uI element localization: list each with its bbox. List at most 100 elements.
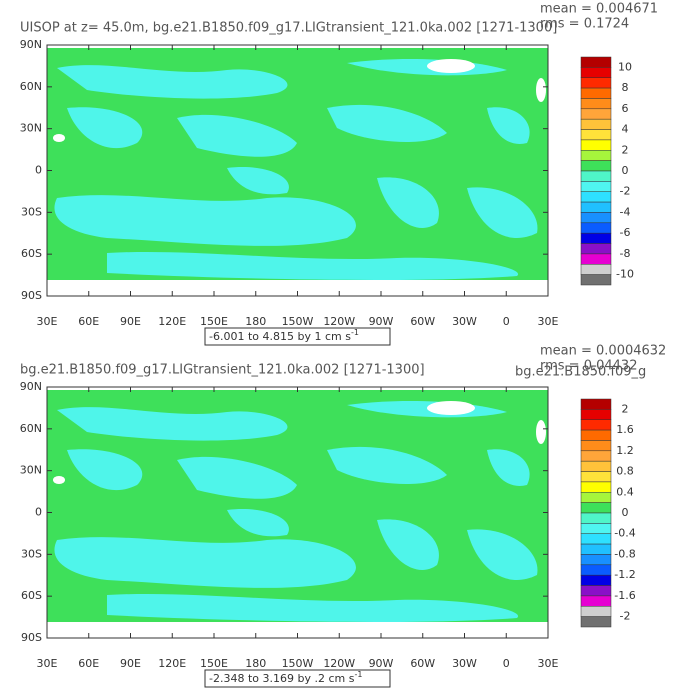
cyan-region bbox=[67, 449, 143, 491]
mean-label: mean = 0.004671 bbox=[540, 2, 658, 17]
x-tick-label: 90E bbox=[120, 657, 141, 670]
x-tick-label: 180 bbox=[245, 315, 266, 328]
x-tick-label: 120W bbox=[323, 657, 355, 670]
colorbar-label: 0 bbox=[622, 164, 629, 177]
x-tick-label: 30E bbox=[37, 315, 58, 328]
colorbar-box bbox=[580, 554, 612, 566]
cyan-region bbox=[57, 407, 288, 441]
range-value: -2.348 to 3.169 by .2 cm s bbox=[209, 672, 355, 685]
y-tick-label: 90S bbox=[21, 631, 42, 644]
colorbar-box bbox=[580, 409, 612, 420]
range-text: -6.001 to 4.815 by 1 cm s-1 bbox=[209, 328, 359, 344]
x-tick-label: 90E bbox=[120, 315, 141, 328]
cyan-region bbox=[107, 593, 519, 622]
ice-region bbox=[536, 78, 546, 102]
colorbar-label: 4 bbox=[622, 123, 629, 136]
colorbar-box bbox=[580, 56, 612, 68]
colorbar-label: -10 bbox=[616, 268, 634, 281]
colorbar-label: 1.6 bbox=[616, 423, 634, 436]
cyan-region bbox=[54, 195, 356, 246]
colorbar-label: 0.8 bbox=[616, 465, 634, 478]
x-tick-label: 60E bbox=[78, 315, 99, 328]
mean-label: mean = 0.0004632 bbox=[540, 344, 666, 359]
cyan-region bbox=[377, 519, 439, 570]
colorbar-box bbox=[580, 170, 612, 182]
colorbar-box bbox=[580, 87, 612, 99]
cyan-region bbox=[327, 446, 447, 485]
x-tick-label: 30E bbox=[538, 315, 559, 328]
colorbar-box bbox=[580, 492, 612, 503]
colorbar-box bbox=[580, 181, 612, 192]
ice-region bbox=[427, 59, 475, 73]
y-tick-label: 30S bbox=[21, 205, 42, 218]
colorbar-box bbox=[580, 440, 612, 452]
colorbar-box bbox=[580, 274, 612, 286]
colorbar-box bbox=[580, 595, 612, 607]
ice-region bbox=[53, 134, 65, 142]
ice-region bbox=[536, 420, 546, 444]
colorbar-box bbox=[580, 191, 612, 203]
colorbar-box bbox=[580, 77, 612, 89]
x-tick-label: 120E bbox=[158, 315, 186, 328]
colorbar-label: 10 bbox=[618, 60, 632, 73]
y-tick-label: 60S bbox=[21, 589, 42, 602]
y-tick-label: 30S bbox=[21, 547, 42, 560]
cyan-region bbox=[67, 107, 143, 149]
rms-label: rms = 0.1724 bbox=[540, 17, 629, 32]
x-tick-label: 60E bbox=[78, 657, 99, 670]
y-tick-label: 30N bbox=[20, 122, 42, 135]
colorbar-box bbox=[580, 243, 612, 255]
colorbar-box bbox=[580, 616, 612, 628]
x-tick-label: 150W bbox=[282, 315, 314, 328]
y-tick-label: 60S bbox=[21, 247, 42, 260]
colorbar-label: -1.2 bbox=[614, 568, 635, 581]
x-tick-label: 60W bbox=[410, 657, 435, 670]
x-tick-label: 0 bbox=[503, 315, 510, 328]
y-tick-label: 0 bbox=[35, 164, 42, 177]
colorbar-label: 6 bbox=[622, 102, 629, 115]
y-tick-label: 60N bbox=[20, 422, 42, 435]
colorbar-box bbox=[580, 253, 612, 265]
x-tick-label: 30E bbox=[538, 657, 559, 670]
colorbar-label: -2 bbox=[620, 185, 631, 198]
colorbar-label: 0.4 bbox=[616, 485, 634, 498]
colorbar-box bbox=[580, 429, 612, 441]
x-tick-label: 0 bbox=[503, 657, 510, 670]
x-tick-label: 60W bbox=[410, 315, 435, 328]
x-tick-label: 30E bbox=[37, 657, 58, 670]
ocean-pattern bbox=[54, 58, 538, 280]
panel-title: bg.e21.B1850.f09_g17.LIGtransient_121.0k… bbox=[20, 363, 425, 378]
cyan-region bbox=[487, 449, 530, 486]
cyan-region bbox=[227, 509, 289, 537]
ice-region bbox=[53, 476, 65, 484]
map-panel: 30E 60E 90E 120E 150E 180 150W 120W 90W 60W 30W 0 30… bbox=[20, 344, 666, 688]
range-unit-sup: -1 bbox=[354, 670, 362, 679]
colorbar-box bbox=[580, 533, 612, 545]
colorbar-box bbox=[580, 160, 612, 172]
colorbar-box bbox=[580, 129, 612, 141]
x-tick-label: 120W bbox=[323, 315, 355, 328]
colorbar-label: -2 bbox=[620, 610, 631, 623]
colorbar-box bbox=[580, 574, 612, 586]
colorbar-label: -1.6 bbox=[614, 589, 635, 602]
x-tick-label: 30W bbox=[452, 657, 477, 670]
cyan-region bbox=[467, 187, 538, 238]
colorbar-box bbox=[580, 512, 612, 524]
colorbar-box bbox=[580, 450, 612, 462]
colorbar-box bbox=[580, 398, 612, 410]
colorbar-box bbox=[580, 460, 612, 472]
cyan-region bbox=[227, 167, 289, 195]
colorbar-box bbox=[580, 419, 612, 431]
cyan-region bbox=[107, 251, 519, 280]
ice-region bbox=[427, 401, 475, 415]
colorbar-label: 2 bbox=[622, 402, 629, 415]
y-tick-label: 0 bbox=[35, 506, 42, 519]
colorbar-box bbox=[580, 606, 612, 617]
colorbar-box bbox=[580, 67, 612, 78]
colorbar-box bbox=[580, 264, 612, 275]
x-tick-label: 90W bbox=[369, 657, 394, 670]
colorbar-box bbox=[580, 502, 612, 514]
colorbar-label: -0.4 bbox=[614, 527, 635, 540]
cyan-region bbox=[177, 114, 297, 157]
